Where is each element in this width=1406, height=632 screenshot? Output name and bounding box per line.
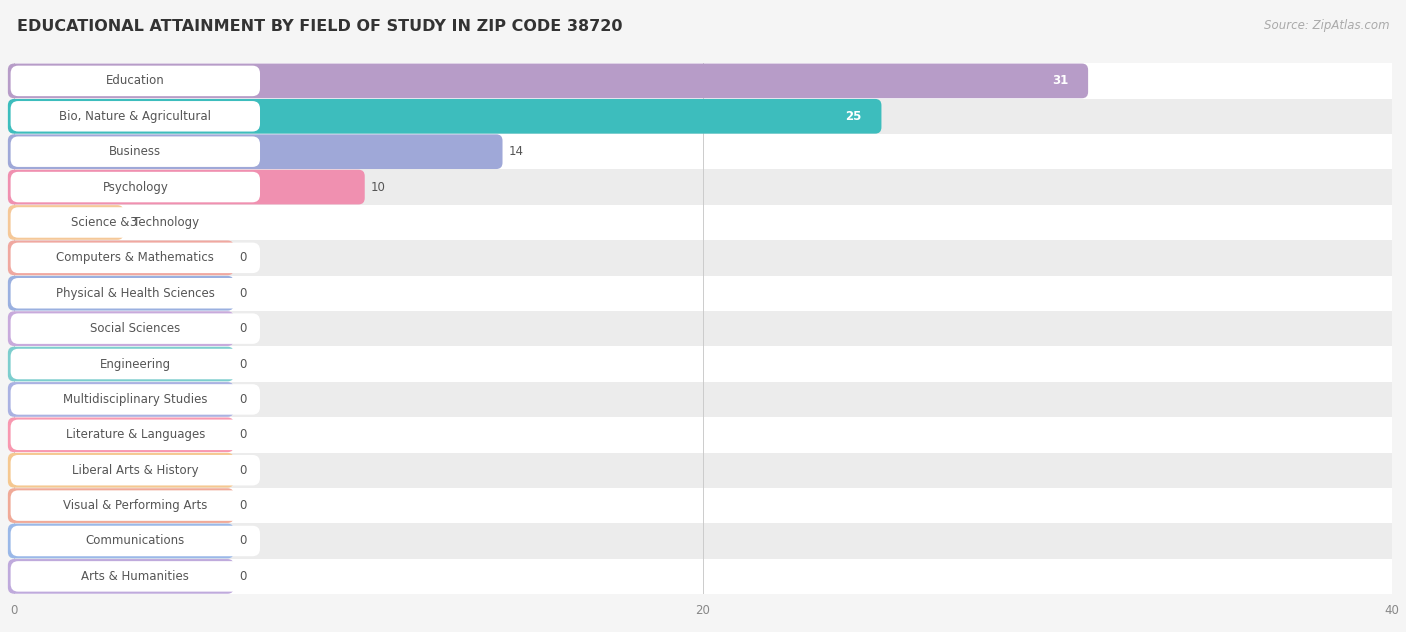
Bar (14, 382, 1392, 417)
Bar (14, 240, 1392, 276)
Text: Education: Education (105, 75, 165, 87)
FancyBboxPatch shape (8, 418, 233, 452)
FancyBboxPatch shape (8, 489, 233, 523)
FancyBboxPatch shape (11, 278, 260, 308)
Text: Bio, Nature & Agricultural: Bio, Nature & Agricultural (59, 110, 211, 123)
Bar (14, 134, 1392, 169)
Bar (14, 523, 1392, 559)
Text: 14: 14 (509, 145, 523, 158)
FancyBboxPatch shape (11, 243, 260, 273)
Bar (14, 488, 1392, 523)
Text: Source: ZipAtlas.com: Source: ZipAtlas.com (1264, 19, 1389, 32)
FancyBboxPatch shape (8, 312, 233, 346)
Text: Business: Business (110, 145, 162, 158)
Bar (14, 311, 1392, 346)
Text: Physical & Health Sciences: Physical & Health Sciences (56, 287, 215, 300)
Text: 10: 10 (371, 181, 385, 193)
Text: 25: 25 (845, 110, 862, 123)
FancyBboxPatch shape (8, 135, 502, 169)
Text: Communications: Communications (86, 535, 186, 547)
Text: Computers & Mathematics: Computers & Mathematics (56, 252, 214, 264)
FancyBboxPatch shape (8, 170, 364, 204)
Text: Liberal Arts & History: Liberal Arts & History (72, 464, 198, 477)
FancyBboxPatch shape (8, 64, 1088, 98)
FancyBboxPatch shape (11, 349, 260, 379)
Bar (14, 453, 1392, 488)
FancyBboxPatch shape (8, 205, 124, 240)
Text: Psychology: Psychology (103, 181, 169, 193)
FancyBboxPatch shape (11, 490, 260, 521)
Text: 0: 0 (239, 570, 247, 583)
FancyBboxPatch shape (11, 172, 260, 202)
FancyBboxPatch shape (11, 526, 260, 556)
Text: 3: 3 (129, 216, 136, 229)
FancyBboxPatch shape (11, 207, 260, 238)
Text: 0: 0 (239, 358, 247, 370)
Text: Social Sciences: Social Sciences (90, 322, 180, 335)
Bar (14, 169, 1392, 205)
Text: EDUCATIONAL ATTAINMENT BY FIELD OF STUDY IN ZIP CODE 38720: EDUCATIONAL ATTAINMENT BY FIELD OF STUDY… (17, 19, 623, 34)
Bar (14, 559, 1392, 594)
FancyBboxPatch shape (11, 313, 260, 344)
FancyBboxPatch shape (8, 382, 233, 416)
Text: 0: 0 (239, 393, 247, 406)
FancyBboxPatch shape (11, 455, 260, 485)
Bar (14, 99, 1392, 134)
FancyBboxPatch shape (11, 137, 260, 167)
FancyBboxPatch shape (11, 561, 260, 592)
FancyBboxPatch shape (8, 453, 233, 487)
FancyBboxPatch shape (8, 347, 233, 381)
Text: Literature & Languages: Literature & Languages (66, 428, 205, 441)
FancyBboxPatch shape (11, 420, 260, 450)
FancyBboxPatch shape (8, 524, 233, 558)
Bar (14, 205, 1392, 240)
Bar (14, 63, 1392, 99)
Text: 0: 0 (239, 428, 247, 441)
Text: 0: 0 (239, 322, 247, 335)
Text: 0: 0 (239, 252, 247, 264)
FancyBboxPatch shape (8, 241, 233, 275)
Text: Engineering: Engineering (100, 358, 172, 370)
Text: Science & Technology: Science & Technology (72, 216, 200, 229)
Text: 0: 0 (239, 287, 247, 300)
FancyBboxPatch shape (11, 66, 260, 96)
FancyBboxPatch shape (8, 559, 233, 593)
Bar (14, 346, 1392, 382)
Text: 0: 0 (239, 535, 247, 547)
FancyBboxPatch shape (11, 101, 260, 131)
FancyBboxPatch shape (11, 384, 260, 415)
Text: 0: 0 (239, 464, 247, 477)
Text: Visual & Performing Arts: Visual & Performing Arts (63, 499, 208, 512)
Text: Multidisciplinary Studies: Multidisciplinary Studies (63, 393, 208, 406)
Text: Arts & Humanities: Arts & Humanities (82, 570, 190, 583)
Bar (14, 417, 1392, 453)
Bar (14, 276, 1392, 311)
FancyBboxPatch shape (8, 99, 882, 133)
FancyBboxPatch shape (8, 276, 233, 310)
Text: 31: 31 (1052, 75, 1069, 87)
Text: 0: 0 (239, 499, 247, 512)
